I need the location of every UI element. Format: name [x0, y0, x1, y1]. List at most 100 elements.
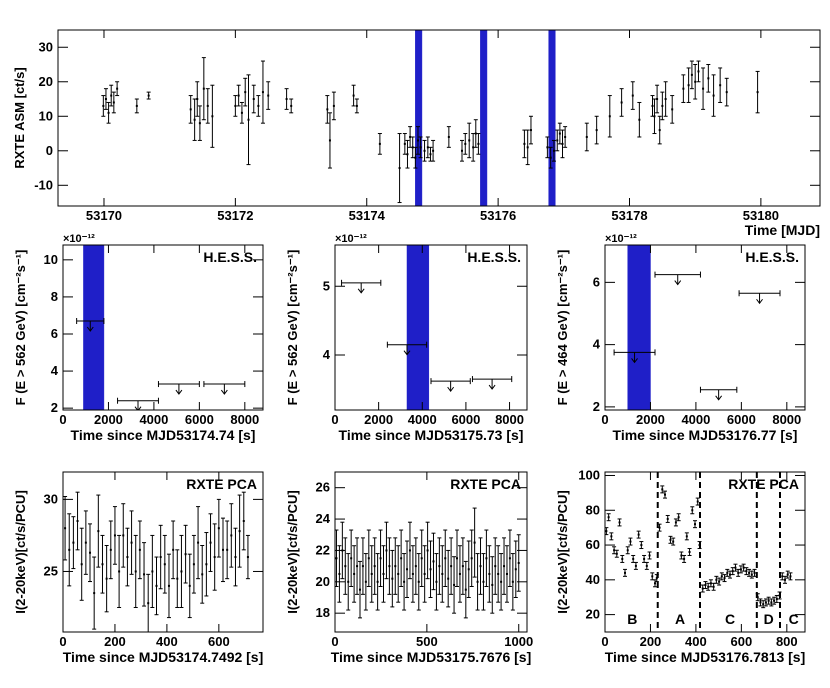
data-point: [188, 584, 191, 587]
data-point: [464, 142, 467, 145]
y-tick-label: 60: [586, 537, 600, 552]
y-tick-label: 22: [316, 542, 330, 557]
x-tick-label: 53172: [217, 208, 253, 223]
data-point: [267, 94, 270, 97]
y-axis-title: F (E > 562 GeV) [cm⁻²s⁻¹]: [13, 250, 28, 406]
upper-limit-arrowhead: [447, 386, 455, 392]
data-point: [709, 582, 712, 585]
data-point: [491, 583, 494, 586]
data-point: [217, 527, 220, 530]
y-tick-label: 6: [51, 326, 58, 341]
y-tick-label: 100: [578, 467, 600, 482]
data-point: [656, 98, 659, 101]
data-point: [672, 540, 675, 543]
y-tick-label: 2: [593, 399, 600, 414]
panel-label: H.E.S.S.: [745, 249, 799, 265]
panel-label: H.E.S.S.: [467, 249, 521, 265]
x-tick-label: 53178: [611, 208, 647, 223]
panel-1: 0 2000 4000 6000 8000 2 4 6 8 10 ×10⁻¹² H.E.S.S. Tim…: [13, 233, 264, 443]
data-point: [694, 523, 696, 526]
y-axis-title: I(2-20keV)[ct/s/PCU]: [13, 490, 28, 614]
exposure-band: [415, 30, 423, 206]
data-point: [107, 111, 110, 114]
data-point: [338, 572, 341, 575]
data-point: [435, 580, 438, 583]
data-point: [476, 580, 479, 583]
x-tick-label: 0: [601, 634, 608, 649]
data-point: [464, 588, 467, 591]
data-point: [406, 153, 409, 156]
data-point: [159, 556, 162, 559]
x-tick-label: 8000: [495, 412, 524, 427]
data-point: [237, 94, 240, 97]
data-point: [500, 580, 503, 583]
x-tick-label: 2000: [364, 412, 393, 427]
y-exponent-label: ×10⁻¹²: [605, 233, 637, 245]
data-point: [651, 575, 654, 578]
data-point: [411, 572, 414, 575]
x-axis-title: Time since MJD53176.77 [s]: [613, 427, 798, 443]
data-point: [184, 553, 187, 556]
data-point: [326, 108, 329, 111]
x-axis-title: Time since MJD53175.7676 [s]: [331, 649, 532, 665]
data-point: [397, 572, 400, 575]
data-point: [715, 578, 718, 581]
data-point: [655, 577, 658, 580]
data-point: [664, 98, 667, 101]
data-point: [685, 535, 688, 538]
data-point: [479, 565, 482, 568]
x-tick-label: 0: [59, 634, 66, 649]
data-point: [417, 580, 420, 583]
data-point: [514, 568, 517, 571]
upper-limit-arrowhead: [220, 389, 228, 395]
data-point: [110, 94, 113, 97]
plot-frame: [62, 471, 264, 633]
x-tick-label: 0: [331, 634, 338, 649]
data-point: [201, 573, 204, 576]
data-point: [378, 142, 381, 145]
data-point: [564, 135, 567, 138]
data-point: [257, 104, 260, 107]
data-point: [775, 597, 778, 600]
data-point: [505, 572, 508, 575]
data-point: [244, 91, 247, 94]
exposure-band: [627, 245, 651, 410]
data-point: [503, 565, 506, 568]
upper-limit-arrowhead: [134, 406, 142, 410]
data-point: [549, 156, 552, 159]
data-point: [222, 548, 224, 551]
data-point: [781, 575, 784, 578]
data-point: [163, 563, 166, 566]
data-point: [629, 540, 632, 543]
data-point: [701, 587, 704, 590]
panel-3: 0 2000 4000 6000 8000 2 4 6 ×10⁻¹² H.E.S.S. Time s…: [555, 233, 806, 443]
data-point: [335, 557, 338, 560]
exposure-band: [406, 245, 430, 410]
panel-label: RXTE PCA: [728, 476, 799, 492]
y-tick-label: 40: [586, 572, 600, 587]
y-tick-label: 25: [44, 563, 58, 578]
data-point: [605, 530, 608, 533]
data-point: [242, 520, 245, 523]
data-point: [472, 146, 475, 149]
data-point: [719, 84, 722, 87]
data-point: [409, 135, 412, 138]
data-point: [488, 572, 491, 575]
y-tick-label: 8: [51, 289, 58, 304]
data-point: [89, 551, 92, 554]
y-tick-label: 18: [316, 605, 330, 620]
data-point: [193, 118, 196, 121]
data-point: [379, 557, 382, 560]
data-point: [467, 568, 470, 571]
data-point: [778, 594, 781, 597]
data-point: [104, 98, 107, 101]
data-point: [690, 73, 693, 76]
data-point: [718, 580, 721, 583]
data-point: [470, 557, 473, 560]
data-point: [511, 580, 514, 583]
data-point: [176, 577, 179, 580]
data-point: [702, 87, 705, 90]
y-exponent-label: ×10⁻¹²: [335, 233, 367, 245]
data-point: [682, 87, 685, 90]
